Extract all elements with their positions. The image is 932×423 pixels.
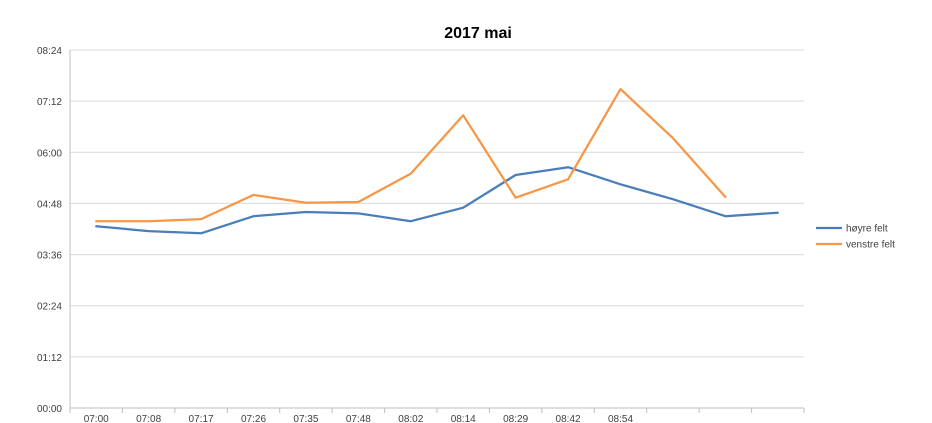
series-line-1 (95, 166, 779, 235)
x-tick-label: 07:26 (241, 414, 266, 423)
y-tick-label: 04:48 (37, 199, 62, 210)
y-tick-label: 02:24 (37, 302, 62, 313)
y-tick-label: 01:12 (37, 353, 62, 364)
x-tick-label: 07:17 (189, 414, 214, 423)
y-tick-label: 08:24 (37, 46, 62, 57)
chart-title: 2017 mai (444, 25, 512, 42)
x-tick-label: 07:08 (136, 414, 161, 423)
y-tick-label: 00:00 (37, 404, 62, 415)
x-tick-labels: 07:00 07:08 07:17 07:26 07:35 07:48 08:02 08:14… (84, 414, 634, 423)
x-tick-label: 08:54 (608, 414, 633, 423)
x-tick-label: 07:48 (346, 414, 371, 423)
y-tick-label: 06:00 (37, 148, 62, 159)
axes (69, 50, 805, 413)
x-tick-label: 08:29 (503, 414, 528, 423)
legend-label: høyre felt (846, 224, 888, 235)
x-tick-label: 08:02 (398, 414, 423, 423)
series-lines (95, 87, 779, 235)
x-tick-label: 07:00 (84, 414, 109, 423)
legend-label: venstre felt (846, 240, 895, 251)
series-line-2 (95, 87, 727, 223)
gridlines (70, 49, 804, 358)
x-tick-label: 08:14 (451, 414, 476, 423)
y-tick-label: 03:36 (37, 251, 62, 262)
x-tick-label: 08:42 (556, 414, 581, 423)
legend: høyre felt venstre felt (816, 224, 895, 251)
y-tick-labels: 00:00 01:12 02:24 03:36 04:48 06:00 07:12 08:24 (37, 46, 62, 415)
y-tick-label: 07:12 (37, 97, 62, 108)
x-tick-label: 07:35 (293, 414, 318, 423)
